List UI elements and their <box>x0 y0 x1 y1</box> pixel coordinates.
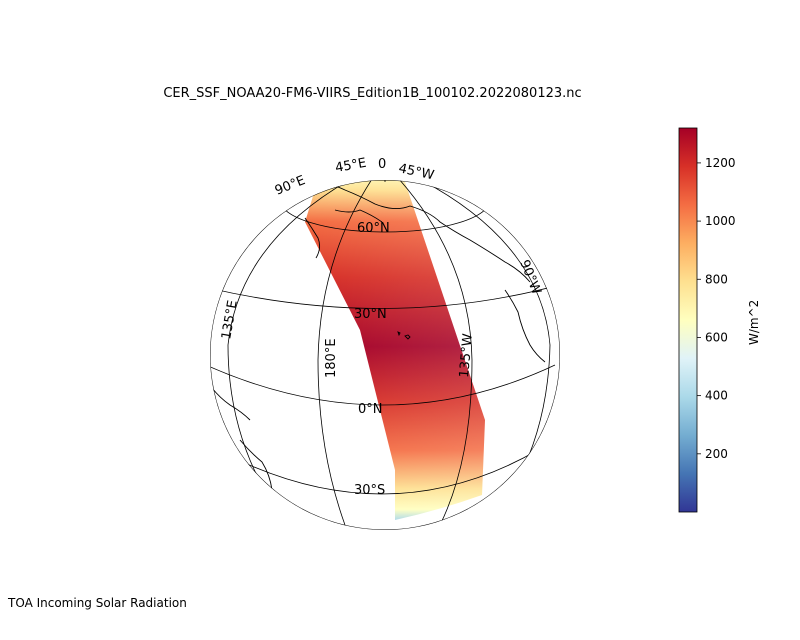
label-30n: 30°N <box>354 307 387 322</box>
colorbar-tick-label: 1200 <box>705 156 736 170</box>
colorbar-ticks: 200 400 600 800 1000 1200 <box>697 156 736 461</box>
label-90e: 90°E <box>273 173 308 199</box>
colorbar-tick-label: 400 <box>705 389 728 403</box>
label-135e: 135°E <box>219 299 241 341</box>
label-0: 0 <box>378 157 386 172</box>
label-30s: 30°S <box>354 483 385 498</box>
label-135w: 135°W <box>457 333 476 378</box>
colorbar-tick-label: 800 <box>705 272 728 286</box>
figure-title: CER_SSF_NOAA20-FM6-VIIRS_Edition1B_10010… <box>163 86 582 101</box>
label-45w: 45°W <box>397 161 435 183</box>
colorbar-tick-label: 200 <box>705 447 728 461</box>
colorbar-tick-label: 600 <box>705 330 728 344</box>
colorbar-label: W/m^2 <box>747 300 761 345</box>
label-0n: 0°N <box>358 402 383 417</box>
footer-caption: TOA Incoming Solar Radiation <box>8 596 187 610</box>
colorbar-tick-label: 1000 <box>705 214 736 228</box>
colorbar <box>678 127 698 513</box>
label-45e: 45°E <box>334 156 367 176</box>
label-60n: 60°N <box>357 221 390 236</box>
label-180e: 180°E <box>324 338 339 378</box>
label-90w: 90°W <box>516 258 543 297</box>
